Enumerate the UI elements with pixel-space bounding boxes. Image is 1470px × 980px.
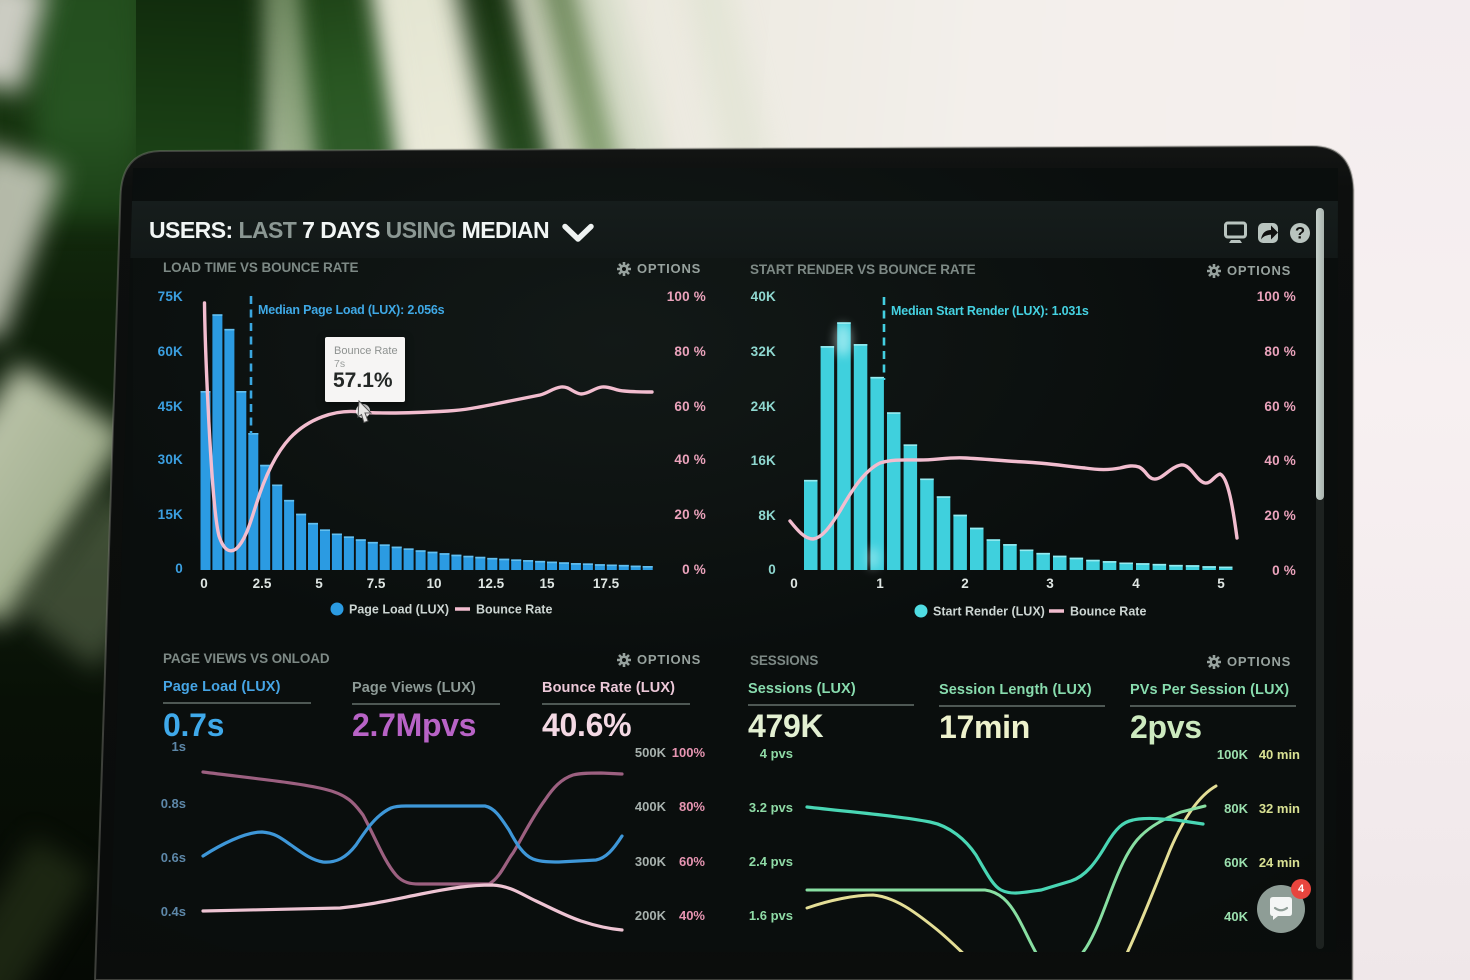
svg-text:Start Render (LUX): Start Render (LUX) xyxy=(933,605,1045,619)
svg-text:?: ? xyxy=(1295,225,1305,243)
svg-text:Bounce Rate: Bounce Rate xyxy=(1070,605,1146,619)
svg-text:Bounce Rate: Bounce Rate xyxy=(476,603,552,617)
svg-text:Page Load (LUX): Page Load (LUX) xyxy=(349,603,449,617)
